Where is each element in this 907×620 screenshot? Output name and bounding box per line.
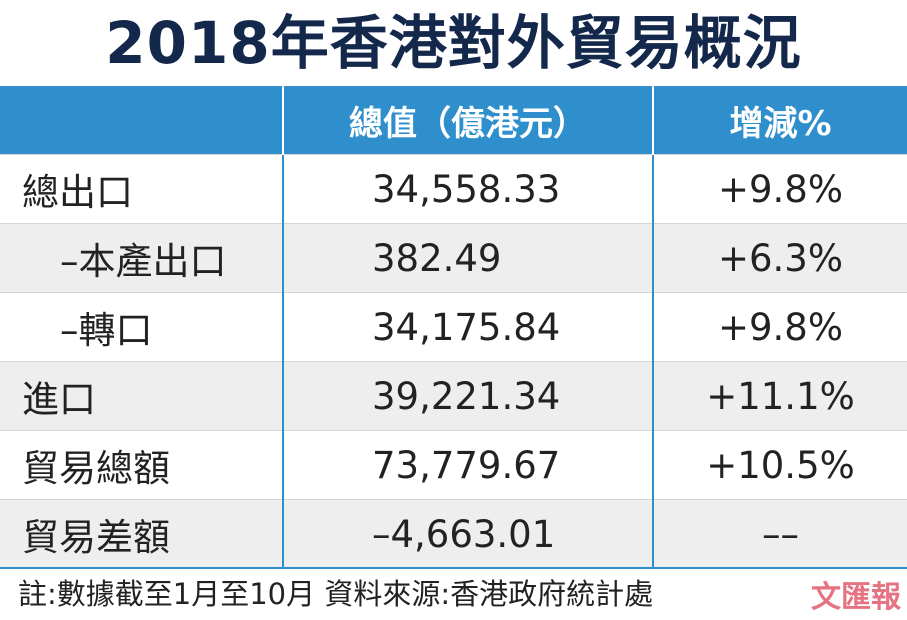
header-value: 總值（億港元）	[282, 86, 653, 155]
row-change: +11.1%	[652, 361, 907, 431]
row-label: 進口	[0, 361, 283, 431]
header-label	[0, 86, 283, 155]
chart-title: 2018年香港對外貿易概況	[105, 9, 802, 77]
table-row: 總出口 34,558.33 +9.8%	[0, 154, 907, 224]
row-change: +9.8%	[652, 154, 907, 224]
watermark-logo: 文匯報	[811, 580, 901, 615]
table-row: –本產出口 382.49 +6.3%	[0, 223, 907, 293]
trade-table: 總值（億港元） 增減% 總出口 34,558.33 +9.8% –本產出口 382.49…	[0, 86, 907, 568]
row-value: 34,558.33	[282, 154, 653, 224]
table-row: 貿易總額 73,779.67 +10.5%	[0, 430, 907, 500]
table-row: 進口 39,221.34 +11.1%	[0, 361, 907, 431]
row-value: 382.49	[282, 223, 653, 293]
source-note: 註:數據截至1月至10月 資料來源:香港政府統計處	[18, 577, 654, 611]
row-value: 73,779.67	[282, 430, 653, 500]
row-label: 貿易總額	[0, 430, 283, 500]
row-label: –轉口	[0, 292, 283, 362]
row-value: 34,175.84	[282, 292, 653, 362]
row-value: –4,663.01	[282, 499, 653, 568]
row-change: +6.3%	[652, 223, 907, 293]
row-change: +9.8%	[652, 292, 907, 362]
row-change: ––	[652, 499, 907, 568]
footer-divider	[0, 567, 907, 569]
row-label: 總出口	[0, 154, 283, 224]
row-label: 貿易差額	[0, 499, 283, 568]
table-row: 貿易差額 –4,663.01 ––	[0, 499, 907, 568]
table-row: –轉口 34,175.84 +9.8%	[0, 292, 907, 362]
table-body: 總出口 34,558.33 +9.8% –本產出口 382.49 +6.3% –轉口 34,1…	[0, 154, 907, 568]
header-row: 總值（億港元） 增減%	[0, 86, 907, 155]
row-value: 39,221.34	[282, 361, 653, 431]
header-change: 增減%	[652, 86, 907, 155]
row-label: –本產出口	[0, 223, 283, 293]
row-change: +10.5%	[652, 430, 907, 500]
